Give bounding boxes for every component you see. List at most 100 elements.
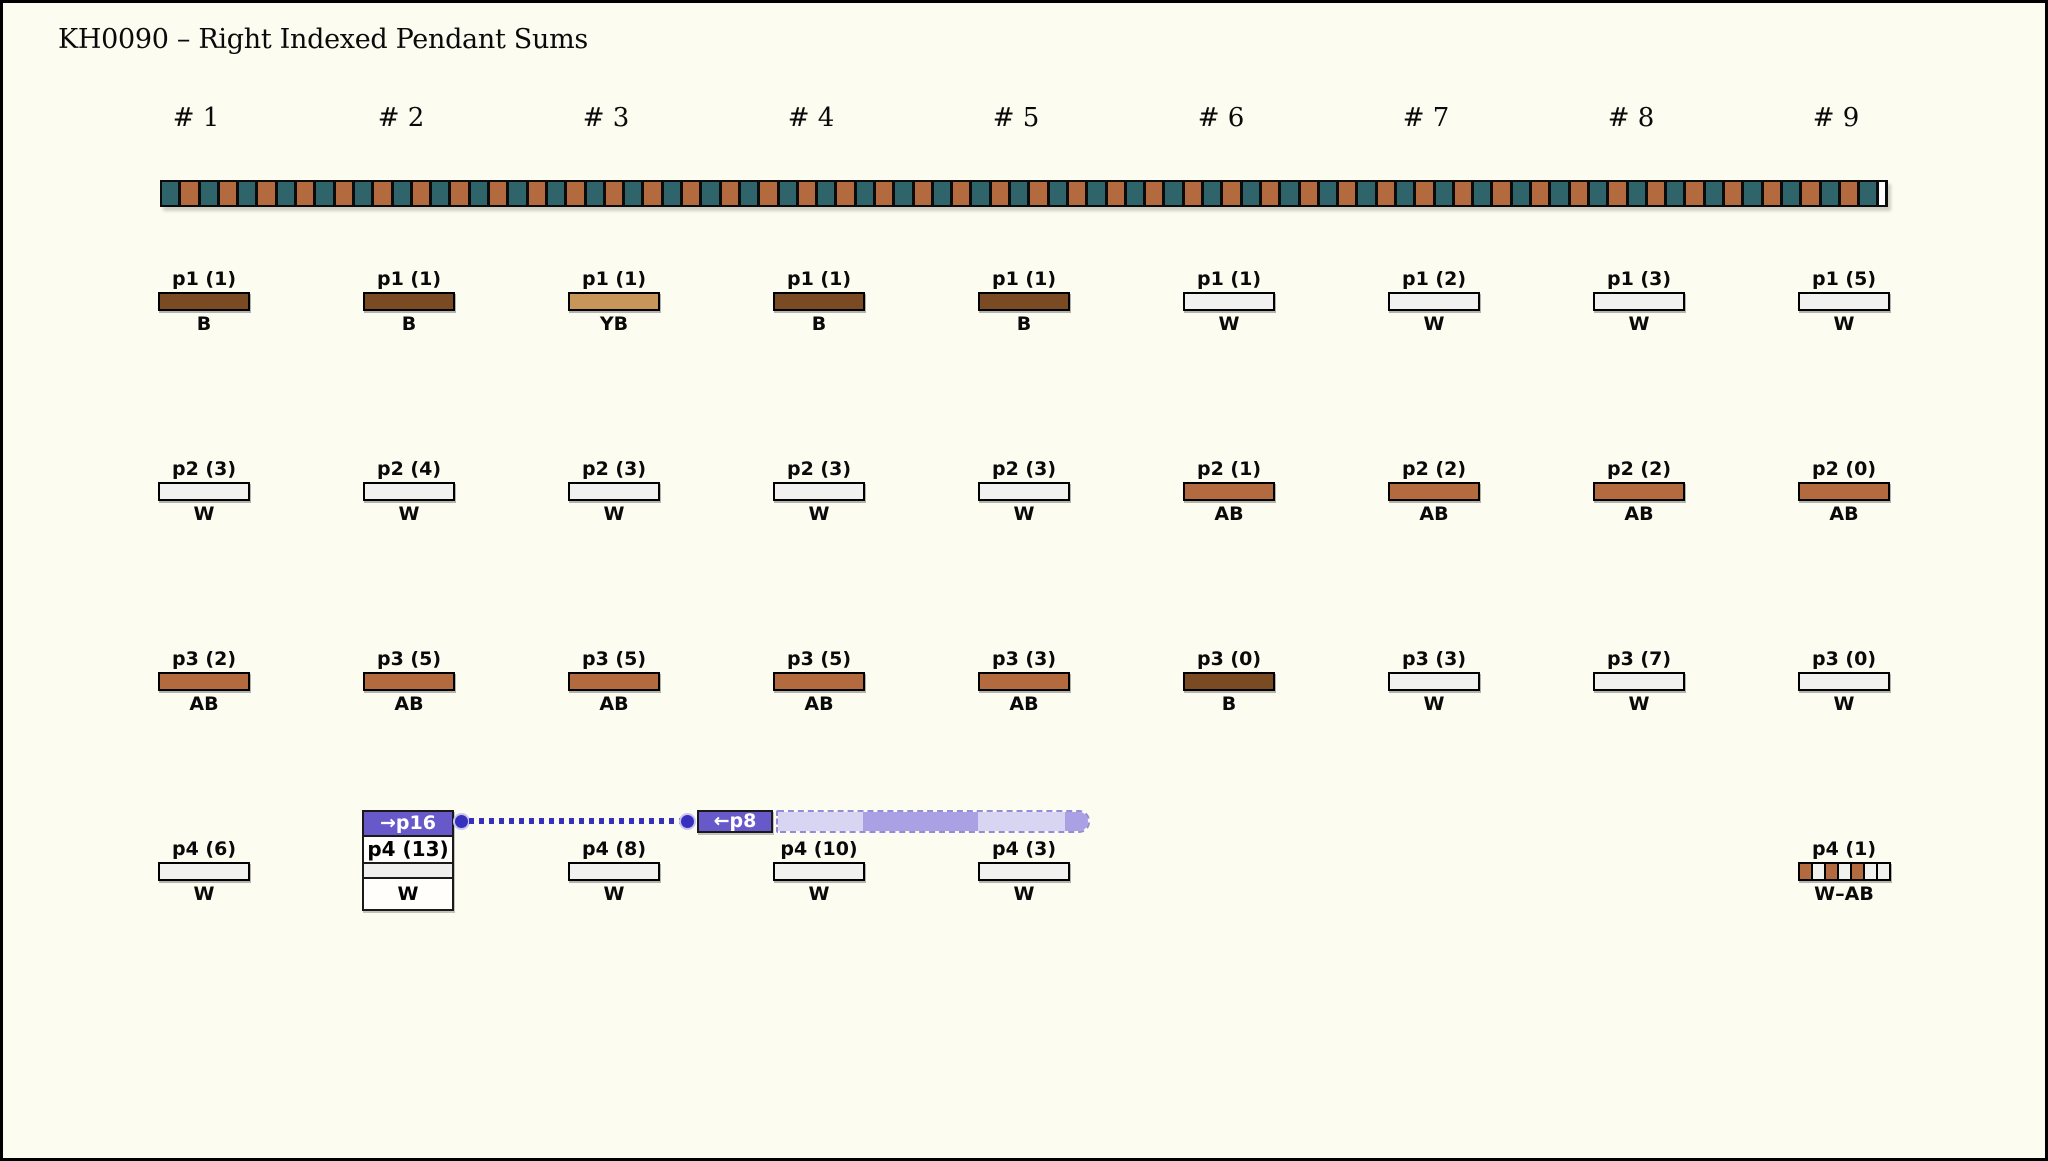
pendant-p4-col1: p4 (6) W — [139, 839, 269, 905]
band-cell — [837, 182, 854, 205]
pendant-code: W — [1013, 883, 1035, 905]
pendant-p2-col1: p2 (3) W — [139, 459, 269, 525]
band-cell — [953, 182, 970, 205]
band-cell — [914, 182, 931, 205]
pendant-bar — [978, 862, 1070, 881]
p8-link-box[interactable]: ←p8 — [697, 810, 773, 833]
pendant-p3-col3: p3 (5) AB — [549, 649, 679, 715]
pendant-code: W — [808, 503, 830, 525]
band-cell — [721, 182, 738, 205]
pendant-code: W — [1218, 313, 1240, 335]
pendant-p2-col6: p2 (1) AB — [1164, 459, 1294, 525]
pendant-label: p1 (1) — [581, 268, 647, 290]
band-cell — [1281, 182, 1298, 205]
dotted-connector-line — [469, 818, 681, 824]
band-cell — [470, 182, 488, 205]
pendant-p1-col9: p1 (5) W — [1779, 269, 1909, 335]
pendant-label: p4 (10) — [780, 838, 858, 860]
pendant-label: p4 (13) — [364, 837, 452, 864]
column-header-5: # 5 — [992, 103, 1040, 133]
ghost-pendant-bar — [776, 810, 1090, 833]
band-cell — [316, 182, 333, 205]
band-cell — [1223, 182, 1240, 205]
pendant-bar — [363, 292, 455, 311]
pendant-p2-col8: p2 (2) AB — [1574, 459, 1704, 525]
pendant-code: B — [811, 313, 827, 335]
pendant-code: AB — [1009, 693, 1039, 715]
pendant-label: p4 (8) — [581, 838, 647, 860]
pendant-p1-col8: p1 (3) W — [1574, 269, 1704, 335]
band-cell — [1454, 182, 1472, 205]
pendant-label: p2 (3) — [786, 458, 852, 480]
column-header-8: # 8 — [1607, 103, 1655, 133]
band-cell — [683, 182, 700, 205]
pendant-bar — [364, 864, 452, 879]
pendant-p1-col7: p1 (2) W — [1369, 269, 1499, 335]
column-header-1: # 1 — [172, 103, 220, 133]
band-cell — [1319, 182, 1337, 205]
column-header-7: # 7 — [1402, 103, 1450, 133]
band-cell — [1165, 182, 1182, 205]
pendant-label: p1 (3) — [1606, 268, 1672, 290]
band-cell — [432, 182, 449, 205]
pendant-label: p1 (1) — [171, 268, 237, 290]
band-cell — [547, 182, 565, 205]
pendant-bar — [1593, 292, 1685, 311]
band-cell — [1570, 182, 1587, 205]
pendant-label: p1 (1) — [376, 268, 442, 290]
band-cell — [1667, 182, 1684, 205]
pendant-p1-col6: p1 (1) W — [1164, 269, 1294, 335]
pendant-bar — [1183, 292, 1275, 311]
ghost-bar-segment-light — [778, 812, 863, 831]
pendant-p1-col4: p1 (1) B — [754, 269, 884, 335]
pendant-label: p3 (5) — [376, 648, 442, 670]
band-cell — [1782, 182, 1800, 205]
pendant-bar — [158, 482, 250, 501]
pendant-label: p1 (5) — [1811, 268, 1877, 290]
pendant-code: W — [1628, 313, 1650, 335]
pendant-p1-col3: p1 (1) YB — [549, 269, 679, 335]
pendant-code: W — [398, 503, 420, 525]
band-cell — [1184, 182, 1202, 205]
band-cell — [1551, 182, 1568, 205]
pendant-label: p2 (1) — [1196, 458, 1262, 480]
pendant-p3-col2: p3 (5) AB — [344, 649, 474, 715]
connector-endpoint-right — [679, 813, 696, 830]
pendant-p2-col2: p2 (4) W — [344, 459, 474, 525]
band-cell — [1647, 182, 1665, 205]
pendant-bar — [1593, 482, 1685, 501]
pendant-bar — [773, 862, 865, 881]
p16-link-box[interactable]: →p16 — [364, 812, 452, 837]
pendant-code: AB — [394, 693, 424, 715]
band-cell — [374, 182, 391, 205]
band-cell — [1744, 182, 1761, 205]
pendant-p3-col8: p3 (7) W — [1574, 649, 1704, 715]
pendant-p4-col4: p4 (10) W — [754, 839, 884, 905]
band-cell — [1512, 182, 1530, 205]
band-cell — [1416, 182, 1433, 205]
pendant-label: p2 (0) — [1811, 458, 1877, 480]
pendant-label: p2 (2) — [1606, 458, 1672, 480]
pendant-label: p1 (1) — [786, 268, 852, 290]
pendant-code: W — [603, 883, 625, 905]
pendant-label: p3 (3) — [1401, 648, 1467, 670]
pendant-label: p3 (3) — [991, 648, 1057, 670]
pendant-label: p2 (3) — [581, 458, 647, 480]
pendant-bar — [158, 862, 250, 881]
pendant-p1-col5: p1 (1) B — [959, 269, 1089, 335]
pendant-bar — [1388, 672, 1480, 691]
band-cell — [393, 182, 410, 205]
pendant-code: W — [1423, 693, 1445, 715]
pendant-p3-col9: p3 (0) W — [1779, 649, 1909, 715]
pendant-p2-col3: p2 (3) W — [549, 459, 679, 525]
band-cell — [818, 182, 835, 205]
band-cell — [277, 182, 295, 205]
band-cell — [1802, 182, 1819, 205]
pendant-code: B — [196, 313, 212, 335]
stripe-cell — [1875, 862, 1891, 881]
band-cell — [1860, 182, 1877, 205]
band-cell — [895, 182, 912, 205]
band-cell — [1840, 182, 1858, 205]
pendant-bar — [1798, 672, 1890, 691]
